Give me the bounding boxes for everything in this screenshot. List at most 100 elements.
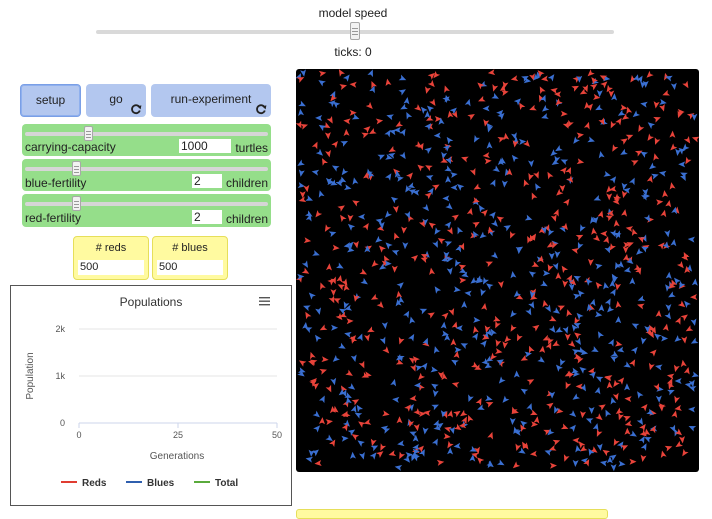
red-fertility-slider[interactable]: red-fertility 2 children xyxy=(22,194,271,227)
red-turtle xyxy=(564,333,571,341)
blue-turtle xyxy=(646,408,654,415)
red-turtle xyxy=(625,226,634,232)
blue-turtle xyxy=(396,176,404,182)
slider-value[interactable]: 1000 xyxy=(179,139,231,153)
red-turtle xyxy=(367,326,375,333)
blue-turtle xyxy=(629,177,635,186)
blue-fertility-slider[interactable]: blue-fertility 2 children xyxy=(22,159,271,191)
red-turtle xyxy=(595,413,603,421)
red-turtle xyxy=(446,226,453,235)
blue-turtle xyxy=(311,169,320,176)
blue-turtle xyxy=(332,101,341,109)
blue-turtle xyxy=(315,114,323,121)
red-turtle xyxy=(437,371,444,379)
red-turtle xyxy=(533,416,540,424)
blue-turtle xyxy=(678,147,686,155)
legend-item-blues[interactable]: Blues xyxy=(126,478,175,489)
blue-turtle xyxy=(314,334,322,343)
red-turtle xyxy=(315,210,323,218)
red-turtle xyxy=(436,459,445,466)
blue-turtle xyxy=(455,325,463,332)
blue-turtle xyxy=(482,277,489,285)
slider-thumb[interactable] xyxy=(71,161,81,176)
legend-item-total[interactable]: Total xyxy=(194,478,238,489)
blue-turtle xyxy=(454,346,462,353)
slider-track[interactable] xyxy=(25,202,268,206)
red-turtle xyxy=(547,263,554,272)
red-turtle xyxy=(326,116,333,124)
blue-turtle xyxy=(611,273,619,282)
blue-turtle xyxy=(479,231,487,239)
red-turtle xyxy=(557,305,565,312)
blue-turtle xyxy=(447,447,454,455)
red-turtle xyxy=(606,209,615,216)
red-turtle xyxy=(571,248,579,254)
run-experiment-button[interactable]: run-experiment xyxy=(151,84,271,117)
slider-thumb[interactable] xyxy=(71,196,81,211)
red-turtle xyxy=(413,423,420,432)
red-turtle xyxy=(624,427,631,435)
red-turtle xyxy=(550,87,558,94)
blue-turtle xyxy=(651,173,659,180)
red-turtle xyxy=(394,232,400,241)
red-turtle xyxy=(533,171,539,179)
go-button[interactable]: go xyxy=(86,84,146,117)
blue-turtle xyxy=(502,395,510,403)
red-turtle xyxy=(501,90,509,96)
red-turtle xyxy=(471,452,479,459)
red-turtle xyxy=(453,423,462,431)
blue-turtle xyxy=(394,465,403,471)
slider-units: children xyxy=(225,212,268,226)
red-turtle xyxy=(352,240,359,249)
slider-thumb[interactable] xyxy=(83,126,93,141)
red-turtle xyxy=(589,83,598,91)
blue-turtle xyxy=(636,75,643,84)
blue-turtle xyxy=(523,77,532,84)
setup-button[interactable]: setup xyxy=(20,84,81,117)
red-turtle xyxy=(337,205,345,212)
red-turtle xyxy=(548,336,554,345)
red-turtle xyxy=(441,410,448,419)
blue-turtle xyxy=(598,150,605,159)
blue-turtle xyxy=(412,448,420,455)
red-turtle xyxy=(447,110,454,119)
red-turtle xyxy=(427,72,435,80)
red-turtle xyxy=(647,324,655,331)
red-turtle xyxy=(497,136,506,143)
red-turtle xyxy=(580,410,587,419)
red-turtle xyxy=(311,383,320,390)
red-turtle xyxy=(606,381,613,389)
hamburger-menu-icon[interactable] xyxy=(259,297,270,306)
blue-turtle xyxy=(576,346,585,354)
slider-track[interactable] xyxy=(25,132,268,136)
populations-plot: Populations 0 1k 2k 0 25 50 Generations Popul… xyxy=(10,285,292,506)
world-view[interactable] xyxy=(296,69,699,472)
blue-turtle xyxy=(540,280,548,287)
red-turtle xyxy=(349,81,357,88)
blue-turtle xyxy=(375,235,383,243)
slider-track[interactable] xyxy=(25,167,268,171)
slider-value[interactable]: 2 xyxy=(192,210,222,224)
slider-value[interactable]: 2 xyxy=(192,174,222,188)
red-turtle xyxy=(466,207,473,216)
carrying-capacity-slider[interactable]: carrying-capacity 1000 turtles xyxy=(22,124,271,156)
blue-turtle xyxy=(444,333,451,341)
world-canvas[interactable] xyxy=(296,69,699,472)
blue-turtle xyxy=(340,141,348,147)
red-turtle xyxy=(319,369,327,375)
blue-turtle xyxy=(560,159,569,166)
red-turtle xyxy=(453,410,461,418)
blue-turtle xyxy=(356,333,363,342)
blue-turtle xyxy=(312,410,320,418)
blue-turtle xyxy=(644,325,651,333)
red-turtle xyxy=(375,118,384,125)
blue-turtle xyxy=(381,321,388,330)
red-turtle xyxy=(396,416,403,424)
blue-turtle xyxy=(304,327,313,333)
red-turtle xyxy=(336,274,343,283)
blue-turtle xyxy=(555,144,563,152)
model-speed-slider-thumb[interactable] xyxy=(350,22,360,40)
red-turtle xyxy=(624,420,633,427)
legend-item-reds[interactable]: Reds xyxy=(61,478,107,489)
forever-loop-icon xyxy=(131,104,142,115)
